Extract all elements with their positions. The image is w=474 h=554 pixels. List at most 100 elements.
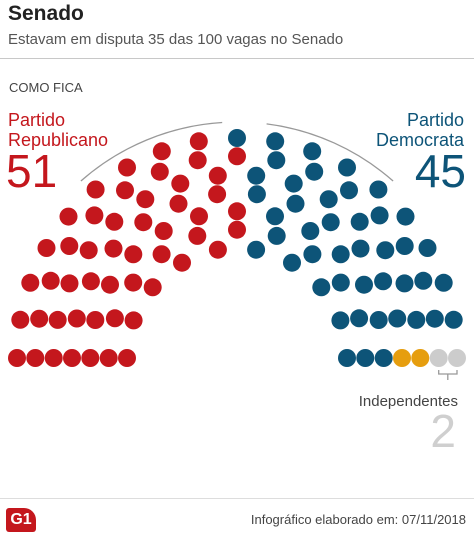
seat-dot xyxy=(429,349,448,367)
seat-dot xyxy=(228,202,246,221)
seat-dot xyxy=(396,207,415,226)
footer-divider xyxy=(0,498,474,499)
republican-party-label: Partido Republicano xyxy=(8,110,108,150)
seat-dot xyxy=(26,349,45,367)
seat-dot xyxy=(152,245,171,264)
seat-dot xyxy=(59,207,78,226)
seat-dot xyxy=(301,222,320,240)
seat-dot xyxy=(351,239,370,258)
seat-dot xyxy=(331,273,350,292)
seat-dot xyxy=(11,310,30,329)
seat-dot xyxy=(99,349,118,367)
seat-dot xyxy=(266,132,285,151)
democrat-party-label: Partido Democrata xyxy=(376,110,464,150)
seat-dot xyxy=(208,166,227,185)
seat-dot xyxy=(425,309,444,328)
seat-dot xyxy=(124,273,143,292)
seat-dot xyxy=(21,273,40,292)
seat-dot xyxy=(448,349,466,367)
seat-dot xyxy=(388,309,407,328)
seat-dot xyxy=(338,349,356,367)
seat-dot xyxy=(355,275,373,294)
seat-dot xyxy=(105,309,124,328)
independent-bracket xyxy=(438,370,458,380)
seat-dot xyxy=(136,190,155,209)
seat-dot xyxy=(267,151,286,170)
seat-dot xyxy=(286,194,305,213)
seat-dot xyxy=(331,311,350,330)
republican-bracket xyxy=(80,121,223,182)
seat-dot xyxy=(395,237,414,255)
seat-dot xyxy=(303,245,322,264)
independent-label: Independentes xyxy=(358,393,458,410)
seat-dot xyxy=(171,174,190,193)
seat-dot xyxy=(86,311,105,329)
seat-dot xyxy=(118,349,136,367)
seat-dot xyxy=(283,253,301,272)
seat-dot xyxy=(228,220,246,239)
independent-seat-count: 2 xyxy=(430,405,456,457)
democrat-seat-count: 45 xyxy=(414,145,466,197)
seat-dot xyxy=(150,162,169,181)
seat-dot xyxy=(319,190,338,209)
republican-seat-count: 51 xyxy=(6,145,58,197)
seat-dot xyxy=(228,129,246,147)
seat-dot xyxy=(116,181,134,200)
seat-dot xyxy=(208,185,227,204)
seat-dot xyxy=(30,309,49,328)
seat-dot xyxy=(414,271,433,290)
seat-dot xyxy=(444,310,463,329)
seat-dot xyxy=(356,349,375,367)
seat-dot xyxy=(44,349,63,367)
g1-logo: G1 xyxy=(6,508,36,532)
seat-dot xyxy=(60,237,79,255)
seat-dot xyxy=(312,278,331,297)
seat-dot xyxy=(369,311,388,329)
seat-dot xyxy=(152,142,171,161)
seat-dot xyxy=(284,174,303,193)
seat-dot xyxy=(247,166,266,185)
seat-dot xyxy=(350,212,369,231)
seat-dot xyxy=(86,180,105,199)
seat-dot xyxy=(8,349,26,367)
seat-dot xyxy=(118,158,136,177)
seat-dot xyxy=(48,310,67,329)
seat-dot xyxy=(173,253,191,272)
page-title: Senado xyxy=(8,2,84,25)
seat-dot xyxy=(340,181,358,200)
seat-dot xyxy=(81,272,100,291)
seat-dot xyxy=(124,245,143,264)
seat-dot xyxy=(266,207,284,226)
seat-dot xyxy=(41,271,60,290)
seat-dot xyxy=(154,222,173,240)
republican-label-line1: Partido xyxy=(8,110,66,130)
seat-dot xyxy=(85,206,104,225)
seat-dot xyxy=(143,278,162,297)
seat-dot xyxy=(188,226,207,245)
seat-dot xyxy=(374,272,393,291)
seat-dot xyxy=(208,240,227,259)
seat-dot xyxy=(370,206,389,225)
page-subtitle: Estavam em disputa 35 das 100 vagas no S… xyxy=(8,31,344,48)
democrat-label-line1: Partido xyxy=(406,110,464,130)
seat-dot xyxy=(63,349,81,367)
seat-dot xyxy=(369,180,388,199)
seat-dot xyxy=(134,213,153,232)
democrat-bracket xyxy=(266,123,394,182)
democrat-label-line2: Democrata xyxy=(375,130,464,150)
seat-dot xyxy=(374,349,393,367)
seat-dot xyxy=(434,273,453,292)
seat-dot xyxy=(376,241,395,260)
seat-dot xyxy=(321,213,340,232)
header-divider xyxy=(0,58,474,59)
seat-dot xyxy=(79,241,98,260)
seat-dot xyxy=(189,132,208,151)
seat-dot xyxy=(124,311,143,330)
seat-dot xyxy=(393,349,411,367)
seat-dot xyxy=(247,240,266,259)
seat-dot xyxy=(37,239,56,257)
seat-dot xyxy=(67,309,86,328)
seat-dot xyxy=(418,239,437,257)
seat-dot xyxy=(247,185,266,204)
